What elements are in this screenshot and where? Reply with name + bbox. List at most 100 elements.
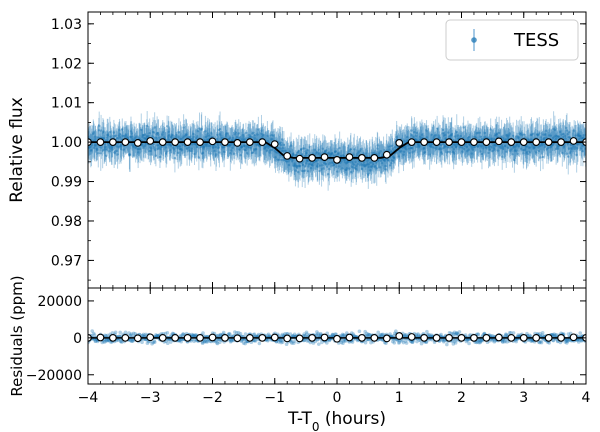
residual-point bbox=[119, 340, 124, 344]
raw-point bbox=[159, 147, 162, 151]
raw-point bbox=[539, 144, 542, 148]
raw-point bbox=[539, 138, 543, 142]
residual-point bbox=[290, 341, 294, 345]
x-tick-label: 0 bbox=[333, 390, 342, 406]
raw-point bbox=[257, 128, 260, 131]
raw-point bbox=[335, 165, 338, 168]
raw-point bbox=[214, 145, 217, 149]
residual-point bbox=[341, 339, 346, 343]
raw-point bbox=[430, 133, 434, 137]
binned-point bbox=[246, 138, 254, 146]
legend-marker bbox=[471, 29, 477, 51]
residual-point bbox=[369, 340, 373, 345]
residual-point bbox=[478, 340, 482, 345]
residual-point bbox=[243, 341, 247, 346]
raw-point bbox=[297, 170, 300, 174]
residual-point bbox=[417, 338, 422, 343]
raw-point bbox=[581, 136, 585, 140]
raw-point bbox=[551, 136, 555, 140]
residual-binned-point bbox=[283, 334, 292, 343]
binned-point bbox=[320, 153, 329, 161]
residual-point bbox=[265, 333, 270, 338]
raw-point bbox=[420, 133, 424, 137]
raw-point bbox=[274, 156, 277, 159]
raw-point bbox=[276, 151, 279, 154]
bottom-y-ticks: −20000 0 20000 bbox=[26, 294, 586, 384]
raw-point bbox=[173, 156, 177, 160]
raw-point bbox=[384, 168, 388, 171]
raw-point bbox=[576, 143, 580, 146]
raw-point bbox=[367, 163, 371, 166]
raw-point bbox=[567, 147, 571, 150]
residual-point bbox=[511, 331, 516, 335]
raw-point bbox=[554, 147, 558, 151]
raw-point bbox=[288, 150, 292, 153]
raw-point bbox=[542, 133, 545, 136]
residual-point bbox=[403, 332, 407, 337]
residual-point bbox=[455, 331, 459, 335]
raw-point bbox=[119, 147, 123, 151]
raw-point bbox=[251, 151, 255, 154]
raw-point bbox=[338, 146, 341, 150]
raw-point bbox=[104, 148, 107, 151]
residual-point bbox=[516, 333, 520, 337]
raw-point bbox=[425, 136, 429, 139]
raw-point bbox=[534, 151, 538, 154]
raw-point bbox=[116, 153, 119, 156]
raw-point bbox=[529, 146, 532, 149]
residual-point bbox=[441, 339, 446, 344]
residual-binned-point bbox=[382, 334, 391, 343]
raw-point bbox=[277, 146, 280, 149]
raw-point bbox=[444, 133, 447, 137]
raw-point bbox=[562, 132, 565, 136]
residual-point bbox=[216, 333, 221, 338]
raw-point bbox=[177, 151, 180, 155]
residual-binned-point bbox=[96, 333, 105, 342]
raw-point bbox=[525, 150, 529, 154]
raw-point bbox=[376, 144, 379, 147]
raw-point bbox=[490, 145, 493, 149]
raw-point bbox=[352, 153, 355, 156]
raw-point bbox=[543, 136, 546, 140]
x-axis-label: T-T0 (hours) bbox=[287, 409, 386, 432]
raw-point bbox=[539, 136, 543, 139]
raw-point bbox=[185, 147, 189, 150]
residual-point bbox=[288, 332, 293, 336]
raw-point bbox=[112, 131, 116, 134]
raw-point bbox=[138, 147, 142, 151]
raw-point bbox=[281, 146, 284, 150]
residual-point bbox=[355, 338, 360, 343]
raw-point bbox=[452, 148, 456, 151]
residual-point bbox=[364, 331, 369, 336]
raw-point bbox=[488, 148, 492, 151]
raw-point bbox=[169, 149, 172, 152]
raw-point bbox=[193, 152, 196, 156]
y-tick-label: 0.97 bbox=[51, 253, 82, 269]
raw-point bbox=[251, 136, 254, 139]
raw-point bbox=[187, 146, 191, 149]
raw-point bbox=[308, 145, 311, 149]
raw-point bbox=[515, 149, 518, 153]
raw-point bbox=[448, 150, 451, 153]
raw-point bbox=[152, 131, 156, 134]
raw-point bbox=[197, 156, 201, 159]
residual-point bbox=[91, 331, 96, 336]
residual-point bbox=[529, 339, 533, 343]
residual-point bbox=[447, 330, 452, 335]
residual-point bbox=[455, 331, 459, 336]
y-tick-label: 1.03 bbox=[51, 17, 82, 33]
raw-point bbox=[478, 131, 481, 134]
raw-point bbox=[378, 166, 382, 169]
residual-point bbox=[202, 339, 207, 343]
raw-point bbox=[504, 138, 508, 141]
raw-point bbox=[120, 145, 123, 148]
raw-point bbox=[154, 154, 158, 157]
legend-box bbox=[445, 19, 579, 61]
raw-point bbox=[148, 131, 151, 135]
residual-binned-point bbox=[507, 333, 516, 342]
residual-point bbox=[367, 333, 372, 337]
raw-point bbox=[325, 149, 328, 152]
raw-point bbox=[579, 134, 582, 138]
residual-point bbox=[102, 340, 106, 344]
residual-binned-point bbox=[183, 333, 192, 342]
